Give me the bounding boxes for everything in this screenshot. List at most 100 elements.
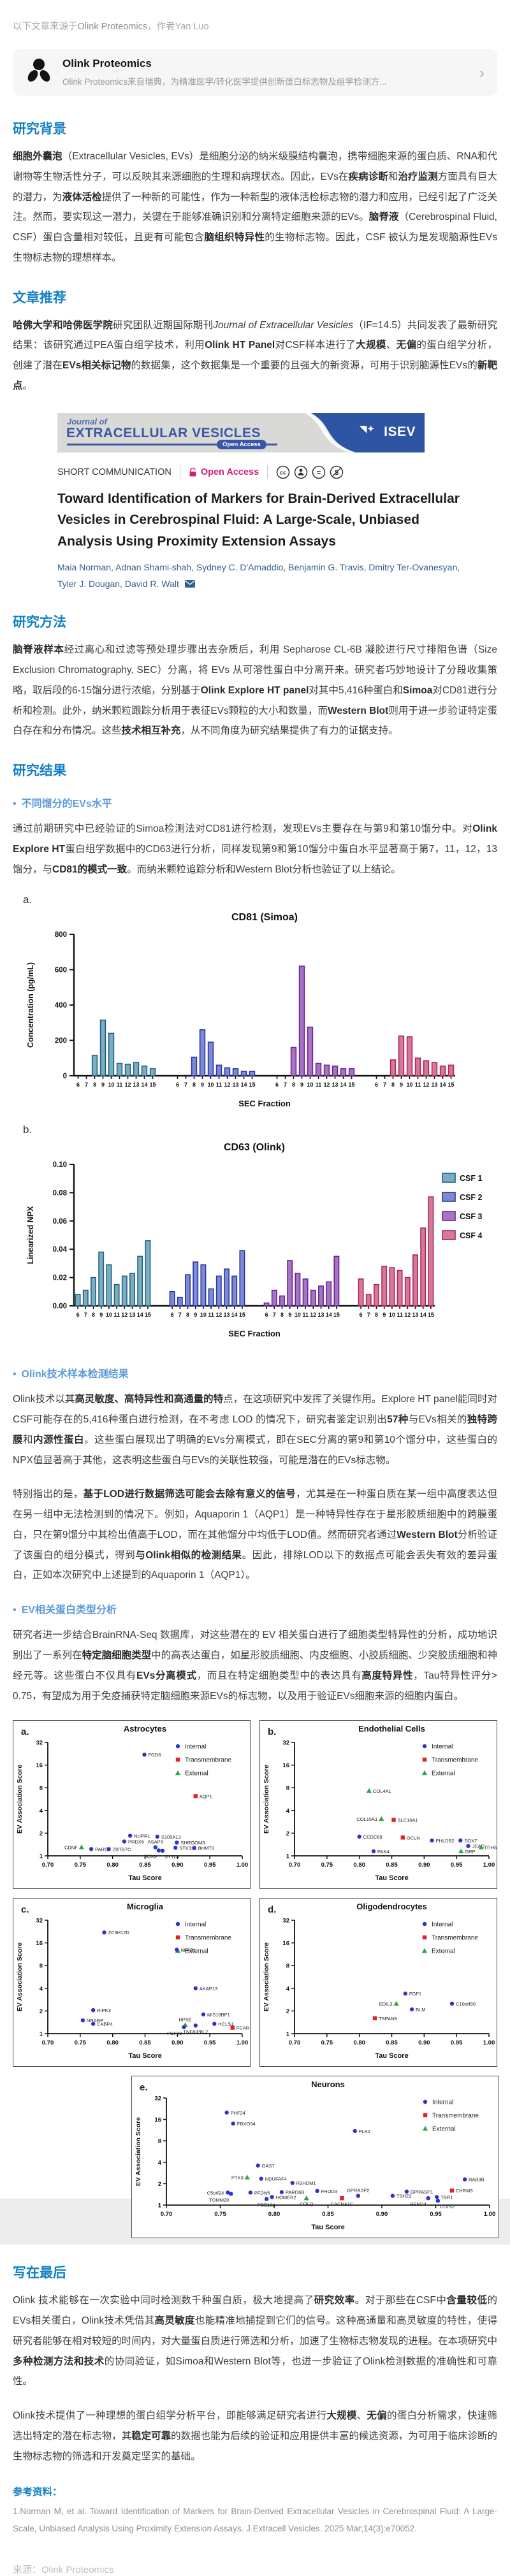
section-heading-results: 研究结果 [13,763,66,779]
svg-text:8: 8 [92,1312,95,1318]
svg-text:9: 9 [288,1312,291,1318]
svg-text:10: 10 [389,1312,395,1318]
svg-text:4: 4 [40,1986,43,1993]
svg-text:Transmembrane: Transmembrane [432,2113,479,2120]
svg-text:TOMM20: TOMM20 [209,2197,229,2203]
svg-text:NRARP: NRARP [87,2018,103,2023]
source-prefix: 以下文章来源于 [13,22,78,32]
svg-text:TBR1: TBR1 [441,2195,453,2201]
svg-text:0.80: 0.80 [106,1862,119,1869]
svg-text:PFDN5: PFDN5 [254,2190,270,2196]
svg-text:8: 8 [186,1312,189,1318]
svg-text:BHMT2: BHMT2 [198,1846,214,1851]
svg-text:R3HDM1: R3HDM1 [296,2181,316,2187]
svg-text:1.00: 1.00 [484,2211,496,2218]
account-description: Olink Proteomics来自瑞典，为精准医学/转化医学提供创新蛋白标志物… [62,77,387,87]
svg-text:PDE10A: PDE10A [258,2203,276,2208]
svg-text:Linearized NPX: Linearized NPX [26,1206,35,1264]
svg-text:13: 13 [223,1312,229,1318]
svg-text:0.90: 0.90 [418,1862,430,1869]
svg-text:SOX7: SOX7 [464,1838,477,1844]
svg-text:15: 15 [448,1082,454,1088]
svg-text:External: External [185,1770,208,1777]
svg-text:PRDX6: PRDX6 [128,1839,144,1845]
svg-text:11: 11 [415,1082,421,1088]
section-heading-methods: 研究方法 [13,615,66,630]
cell-type-scatter-figure: a. Astrocytes 1 2 4 8 16 32 0.70 0.75 0.80 0.85 0.90… [0,1720,510,2245]
svg-text:0.08: 0.08 [53,1190,68,1198]
svg-text:0.80: 0.80 [268,2211,280,2218]
svg-text:EV Association Score: EV Association Score [263,1943,270,2011]
svg-text:Microglia: Microglia [127,1902,164,1911]
svg-text:0.95: 0.95 [451,1862,463,1869]
svg-text:CCDC69: CCDC69 [363,1834,382,1840]
cd81-simoa-bar-chart: CD81 (Simoa) 0 200 400 600 800 6 7 8 9 10 11 12 13 14 1… [22,906,497,1120]
svg-text:6: 6 [375,1082,378,1088]
svg-text:CHRM3: CHRM3 [456,2189,473,2194]
svg-text:C5orf24: C5orf24 [207,2190,224,2196]
svg-text:0.75: 0.75 [214,2211,226,2218]
svg-text:1: 1 [286,2031,290,2038]
svg-text:AQP1: AQP1 [200,1794,212,1800]
neurons-scatter-plot: e. Neurons 1 2 4 8 16 32 0.70 0.75 0.80 0.85 0.90 0.9… [131,2076,499,2239]
svg-text:15: 15 [249,1082,255,1088]
open-access-label: Open Access [189,467,259,477]
olink-logo-icon [26,57,52,87]
reference-item: 1.Norman M, et al. Toward Identification… [13,2507,497,2533]
svg-text:8: 8 [193,1082,196,1088]
source-attribution-line: 以下文章来源于Olink Proteomics，作者Yan Luo [13,19,497,33]
svg-text:FGD6: FGD6 [148,1753,161,1758]
creative-commons-icons: cc = $ [276,465,344,479]
svg-text:2: 2 [40,2008,43,2015]
paper-authors: Maia Norman, Adnan Shami-shah, Sydney C.… [57,562,460,590]
source-account-link[interactable]: Olink Proteomics [77,22,148,32]
background-paragraph: 细胞外囊泡（Extracellular Vesicles, EVs）是细胞分泌的… [13,151,497,263]
email-icon[interactable] [184,580,195,588]
svg-text:12: 12 [215,1312,222,1318]
cc-nd-icon: = [312,465,326,479]
svg-text:PARD3: PARD3 [95,1847,110,1853]
svg-text:STK33: STK33 [179,1846,194,1851]
svg-text:COLQ: COLQ [300,2201,313,2207]
svg-text:CSF 3: CSF 3 [460,1212,482,1221]
svg-text:CDNF: CDNF [64,1845,78,1851]
open-lock-icon [189,467,196,477]
svg-text:Transmembrane: Transmembrane [185,1757,231,1764]
svg-text:9: 9 [194,1312,197,1318]
svg-text:d.: d. [268,1904,276,1915]
banner-blue-shape [305,412,425,452]
svg-text:15: 15 [239,1312,245,1318]
svg-text:14: 14 [231,1312,238,1318]
svg-text:6: 6 [76,1312,80,1318]
svg-text:RIPK3: RIPK3 [97,2008,111,2013]
chevron-right-icon[interactable]: › [479,62,484,82]
svg-text:16: 16 [282,1762,289,1769]
microglia-scatter-plot: c. Microglia 1 2 4 8 16 32 0.70 0.75 0.80 0.85 0.90 0… [13,1898,251,2067]
svg-text:0.70: 0.70 [42,2039,54,2046]
svg-text:4: 4 [158,2160,162,2167]
svg-text:EDIL3: EDIL3 [379,2001,393,2007]
svg-text:0.95: 0.95 [430,2211,442,2218]
svg-text:0.75: 0.75 [75,2039,87,2046]
svg-text:13: 13 [232,1082,238,1088]
svg-text:ZBTB7C: ZBTB7C [113,1847,131,1853]
svg-text:SOX9: SOX9 [144,1854,157,1860]
svg-text:10: 10 [307,1082,313,1088]
official-account-card[interactable]: Olink Proteomics Olink Proteomics来自瑞典，为精… [13,49,497,96]
svg-text:Neurons: Neurons [311,2080,345,2089]
svg-text:Astrocytes: Astrocytes [124,1724,166,1733]
svg-text:8: 8 [40,1785,43,1792]
svg-text:16: 16 [154,2117,161,2124]
svg-text:Internal: Internal [185,1921,206,1928]
svg-text:EV Association Score: EV Association Score [16,1765,24,1834]
svg-text:6: 6 [265,1312,268,1318]
svg-text:8: 8 [286,1963,289,1970]
svg-text:FGF20: FGF20 [167,2030,182,2036]
svg-text:COL4A1: COL4A1 [373,1788,391,1794]
svg-text:0.85: 0.85 [139,2039,151,2046]
svg-text:6: 6 [275,1082,279,1088]
article-meta-row: SHORT COMMUNICATION Open Access cc = $ [57,465,497,479]
journal-name-line1: Journal of [67,416,107,426]
svg-text:Internal: Internal [432,1744,453,1751]
svg-text:10: 10 [106,1312,112,1318]
